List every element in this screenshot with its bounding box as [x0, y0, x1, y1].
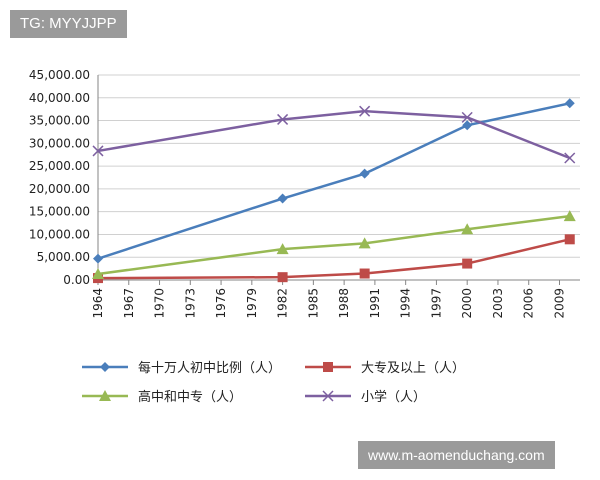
x-tick-label: 1985 — [306, 288, 320, 319]
series-line — [97, 102, 571, 260]
data-point-marker — [277, 272, 288, 283]
x-tick-label: 1970 — [153, 288, 167, 319]
data-point-marker — [277, 113, 289, 125]
x-tick-label: 1967 — [122, 288, 136, 319]
legend-item: 大专及以上（人） — [305, 361, 465, 376]
data-point-marker — [462, 258, 473, 269]
data-point-marker — [461, 111, 473, 123]
x-tick-label: 1964 — [91, 288, 105, 319]
legend-swatch-marker — [323, 362, 333, 372]
y-tick-label: 45,000.00 — [29, 68, 90, 82]
legend-label: 每十万人初中比例（人） — [138, 360, 281, 376]
legend-label: 高中和中专（人） — [138, 389, 242, 405]
x-tick-label: 1991 — [368, 288, 382, 319]
x-tick-label: 2009 — [552, 288, 566, 319]
data-point-marker — [276, 243, 289, 255]
y-tick-label: 40,000.00 — [29, 91, 90, 105]
legend-swatch-marker — [99, 390, 111, 401]
data-point-marker — [93, 253, 103, 264]
axes — [97, 75, 580, 285]
x-tick-label: 2003 — [491, 288, 505, 319]
data-point-marker — [92, 267, 104, 279]
data-point-marker — [564, 152, 576, 164]
x-tick-label: 1997 — [429, 288, 443, 319]
data-point-marker — [359, 168, 370, 179]
y-tick-label: 10,000.00 — [29, 227, 90, 241]
x-tick-label: 1976 — [214, 288, 228, 319]
y-tick-label: 25,000.00 — [29, 159, 90, 173]
y-tick-label: 30,000.00 — [29, 136, 90, 150]
data-point-marker — [92, 145, 104, 157]
data-point-marker — [564, 98, 575, 109]
x-tick-label: 2006 — [522, 288, 536, 319]
legend-swatch-marker — [100, 362, 110, 372]
legend-item: 小学（人） — [305, 389, 426, 405]
data-point-marker — [462, 120, 473, 131]
series-3 — [92, 105, 576, 164]
legend-label: 大专及以上（人） — [361, 361, 465, 376]
y-tick-label: 35,000.00 — [29, 114, 90, 128]
series-1 — [93, 234, 575, 284]
series-lines — [92, 98, 576, 284]
series-0 — [93, 98, 575, 264]
data-point-marker — [358, 237, 371, 249]
watermark-top-badge: TG: MYYJJPP — [10, 10, 127, 38]
legend-swatch-marker — [322, 390, 334, 402]
x-tick-label: 1988 — [337, 288, 351, 319]
watermark-bottom-badge: www.m-aomenduchang.com — [358, 441, 555, 469]
y-tick-label: 0.00 — [63, 273, 90, 287]
series-2 — [92, 210, 576, 279]
x-tick-label: 1982 — [276, 288, 290, 319]
legend-item: 高中和中专（人） — [82, 389, 242, 405]
y-tick-label: 5,000.00 — [37, 250, 90, 264]
x-tick-label: 1994 — [399, 288, 413, 319]
x-tick-label: 1973 — [183, 288, 197, 319]
series-line — [97, 214, 570, 276]
data-point-marker — [564, 234, 575, 245]
data-point-marker — [359, 268, 370, 279]
x-axis-tick-labels: 1964 1967 1970 1973 1976 1979 1982 1985 1988 1991… — [91, 288, 566, 319]
x-tick-label: 2000 — [460, 288, 474, 319]
y-tick-label: 20,000.00 — [29, 182, 90, 196]
y-tick-label: 15,000.00 — [29, 205, 90, 219]
data-point-marker — [461, 223, 474, 235]
legend-item: 每十万人初中比例（人） — [82, 360, 281, 376]
data-point-marker — [359, 105, 371, 117]
legend: 每十万人初中比例（人） 大专及以上（人） 高中和中专（人） 小学（人） — [82, 360, 465, 405]
data-point-marker — [277, 193, 288, 204]
y-axis-tick-labels: 0.00 5,000.00 10,000.00 15,000.00 20,000.00 2… — [29, 68, 90, 287]
x-tick-label: 1979 — [245, 288, 259, 319]
legend-label: 小学（人） — [361, 389, 426, 405]
grid-lines — [98, 74, 580, 258]
data-point-marker — [563, 210, 576, 222]
